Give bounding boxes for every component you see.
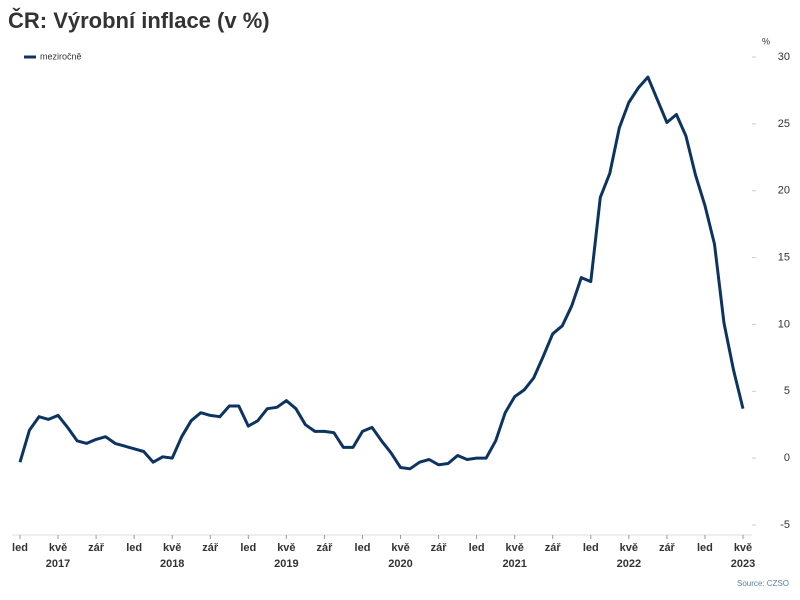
year-label: 2017 (46, 558, 70, 570)
x-tick-label: kvě (163, 542, 181, 554)
x-tick-label: zář (316, 542, 333, 554)
year-label: 2019 (274, 558, 298, 570)
x-tick-label: kvě (277, 542, 295, 554)
year-label: 2021 (502, 558, 526, 570)
x-tick-label: kvě (391, 542, 409, 554)
x-tick-label: zář (431, 542, 448, 554)
y-tick-label: 10 (778, 318, 790, 330)
x-tick-label: led (583, 542, 599, 554)
x-tick-label: kvě (620, 542, 638, 554)
x-tick-label: zář (545, 542, 562, 554)
y-tick-label: 30 (778, 51, 790, 63)
y-tick-label: 25 (778, 118, 790, 130)
year-label: 2022 (617, 558, 641, 570)
x-tick-label: led (697, 542, 713, 554)
line-series (18, 75, 745, 471)
x-tick-label: led (240, 542, 256, 554)
x-tick-label: led (126, 542, 142, 554)
y-unit: % (762, 36, 770, 46)
x-tick-label: zář (202, 542, 219, 554)
y-tick-label: 15 (778, 251, 790, 263)
x-tick-label: zář (88, 542, 105, 554)
year-label: 2023 (731, 558, 755, 570)
legend-label: meziročně (40, 51, 82, 61)
x-tick-label: led (355, 542, 371, 554)
x-tick-label: led (469, 542, 485, 554)
year-label: 2018 (160, 558, 184, 570)
year-label: 2020 (388, 558, 412, 570)
x-tick-label: zář (659, 542, 676, 554)
y-tick-label: -5 (780, 519, 790, 531)
y-tick-label: 5 (784, 385, 790, 397)
chart-title: ČR: Výrobní inflace (v %) (8, 8, 270, 33)
y-tick-label: 0 (784, 452, 790, 464)
x-tick-label: kvě (49, 542, 67, 554)
y-tick-label: 20 (778, 185, 790, 197)
x-tick-label: kvě (734, 542, 752, 554)
source: Source: CZSO (737, 579, 789, 588)
x-tick-label: kvě (506, 542, 524, 554)
x-tick-label: led (12, 542, 28, 554)
